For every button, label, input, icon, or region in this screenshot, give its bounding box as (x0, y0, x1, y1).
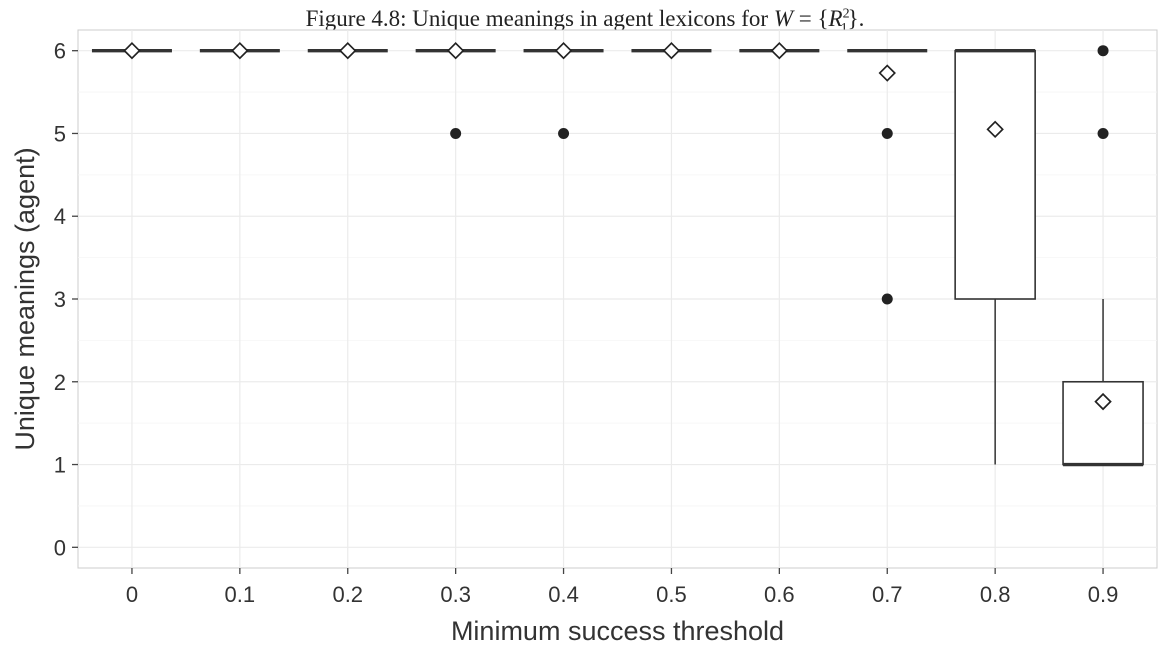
boxes (91, 41, 1144, 467)
y-tick-label: 4 (54, 204, 66, 229)
figure-caption: Figure 4.8: Unique meanings in agent lex… (0, 6, 1170, 37)
caption-math-equals: = { (793, 6, 829, 31)
box-group (954, 48, 1036, 465)
box-group (631, 41, 712, 60)
x-tick-label: 0 (126, 582, 138, 607)
x-tick-label: 0.6 (764, 582, 795, 607)
x-tick-label: 0.3 (440, 582, 471, 607)
outlier-point (558, 127, 570, 139)
x-tick-label: 0.5 (656, 582, 687, 607)
x-tick-label: 0.4 (548, 582, 579, 607)
y-tick-label: 3 (54, 287, 66, 312)
box-group (199, 41, 280, 60)
caption-math-symbol: R (828, 6, 843, 31)
x-tick-label: 0.1 (225, 582, 256, 607)
caption-math-sub: 1 (840, 20, 848, 36)
mean-marker (662, 41, 681, 60)
y-axis-title: Unique meanings (agent) (10, 147, 40, 450)
outlier-point (450, 127, 462, 139)
y-tick-label: 0 (54, 535, 66, 560)
y-tick-label: 1 (54, 453, 66, 478)
box-group (523, 41, 604, 139)
x-tick-label: 0.2 (332, 582, 363, 607)
caption-math-sup: 2 (842, 6, 850, 22)
x-tick-label: 0.7 (872, 582, 903, 607)
caption-text: Figure 4.8: Unique meanings in agent lex… (305, 6, 774, 31)
box-group (91, 41, 172, 60)
mean-marker (770, 41, 789, 60)
y-tick-label: 5 (54, 121, 66, 146)
mean-marker (231, 41, 249, 60)
mean-marker (986, 120, 1004, 139)
caption-math-close: }. (847, 6, 865, 31)
mean-marker (1094, 392, 1112, 411)
x-tick-label: 0.9 (1088, 582, 1119, 607)
caption-math-var: W (773, 6, 793, 31)
box-group (415, 41, 496, 139)
x-axis-title: Minimum success threshold (451, 616, 784, 646)
outlier-point (1097, 127, 1109, 139)
y-tick-label: 2 (54, 370, 66, 395)
mean-marker (123, 41, 141, 60)
outlier-point (881, 293, 893, 305)
outlier-point (881, 127, 893, 139)
box-group (1062, 45, 1144, 467)
box-group (307, 41, 388, 60)
box-group (739, 41, 820, 60)
mean-marker (878, 64, 896, 82)
mean-marker (446, 41, 465, 60)
mean-marker (339, 41, 357, 60)
outlier-point (1097, 45, 1109, 57)
box-group (847, 48, 928, 305)
axes: 0 1 2 3 4 5 6 0 0.1 0.2 0.3 0.4 0.5 0.6 0.7 0.8 0.9 (54, 39, 1119, 607)
x-tick-label: 0.8 (980, 582, 1011, 607)
y-tick-label: 6 (54, 39, 66, 64)
mean-marker (554, 41, 573, 60)
box-body (954, 49, 1036, 300)
